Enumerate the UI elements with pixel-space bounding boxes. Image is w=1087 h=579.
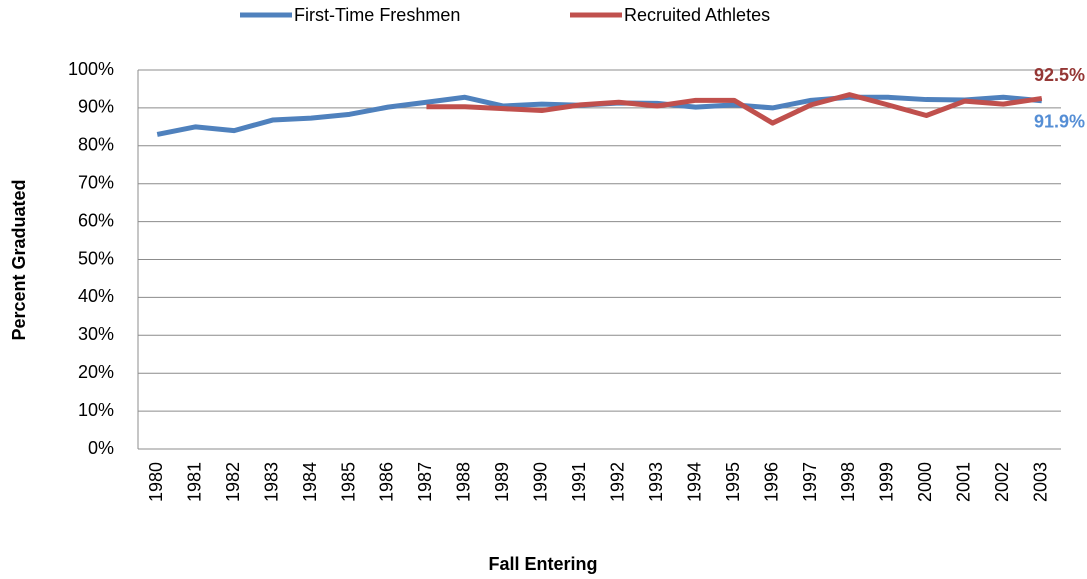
x-tick-label: 1984 bbox=[300, 462, 320, 502]
x-tick-label: 1998 bbox=[838, 462, 858, 502]
x-tick-label: 1994 bbox=[684, 462, 704, 502]
y-tick-label: 40% bbox=[78, 286, 114, 306]
x-tick-label: 2003 bbox=[1031, 462, 1051, 502]
x-tick-label: 2002 bbox=[992, 462, 1012, 502]
x-tick-label: 1981 bbox=[184, 462, 204, 502]
y-tick-label: 20% bbox=[78, 362, 114, 382]
x-tick-label: 1980 bbox=[146, 462, 166, 502]
x-tick-label: 1999 bbox=[877, 462, 897, 502]
x-tick-label: 1995 bbox=[723, 462, 743, 502]
data-label: 91.9% bbox=[1034, 111, 1085, 131]
y-axis-title: Percent Graduated bbox=[9, 179, 29, 340]
data-label: 92.5% bbox=[1034, 65, 1085, 85]
series-line bbox=[426, 92, 1043, 126]
x-tick-label: 1997 bbox=[800, 462, 820, 502]
x-tick-label: 1986 bbox=[377, 462, 397, 502]
y-tick-label: 0% bbox=[88, 438, 114, 458]
x-axis-title: Fall Entering bbox=[488, 554, 597, 574]
x-tick-label: 1992 bbox=[607, 462, 627, 502]
x-tick-label: 1983 bbox=[261, 462, 281, 502]
x-tick-label: 1996 bbox=[761, 462, 781, 502]
y-tick-label: 10% bbox=[78, 400, 114, 420]
y-tick-label: 30% bbox=[78, 324, 114, 344]
x-tick-label: 1982 bbox=[223, 462, 243, 502]
x-tick-label: 1993 bbox=[646, 462, 666, 502]
x-tick-label: 1990 bbox=[531, 462, 551, 502]
y-tick-label: 100% bbox=[68, 59, 114, 79]
y-tick-label: 50% bbox=[78, 248, 114, 268]
x-tick-label: 1991 bbox=[569, 462, 589, 502]
y-tick-label: 60% bbox=[78, 210, 114, 230]
x-tick-label: 1989 bbox=[492, 462, 512, 502]
x-tick-label: 2000 bbox=[915, 462, 935, 502]
y-tick-label: 80% bbox=[78, 135, 114, 155]
x-tick-label: 1985 bbox=[338, 462, 358, 502]
x-tick-label: 1987 bbox=[415, 462, 435, 502]
y-tick-label: 70% bbox=[78, 172, 114, 192]
x-tick-label: 2001 bbox=[954, 462, 974, 502]
legend-label: First-Time Freshmen bbox=[294, 5, 460, 25]
y-tick-label: 90% bbox=[78, 97, 114, 117]
x-tick-label: 1988 bbox=[454, 462, 474, 502]
legend-label: Recruited Athletes bbox=[624, 5, 770, 25]
